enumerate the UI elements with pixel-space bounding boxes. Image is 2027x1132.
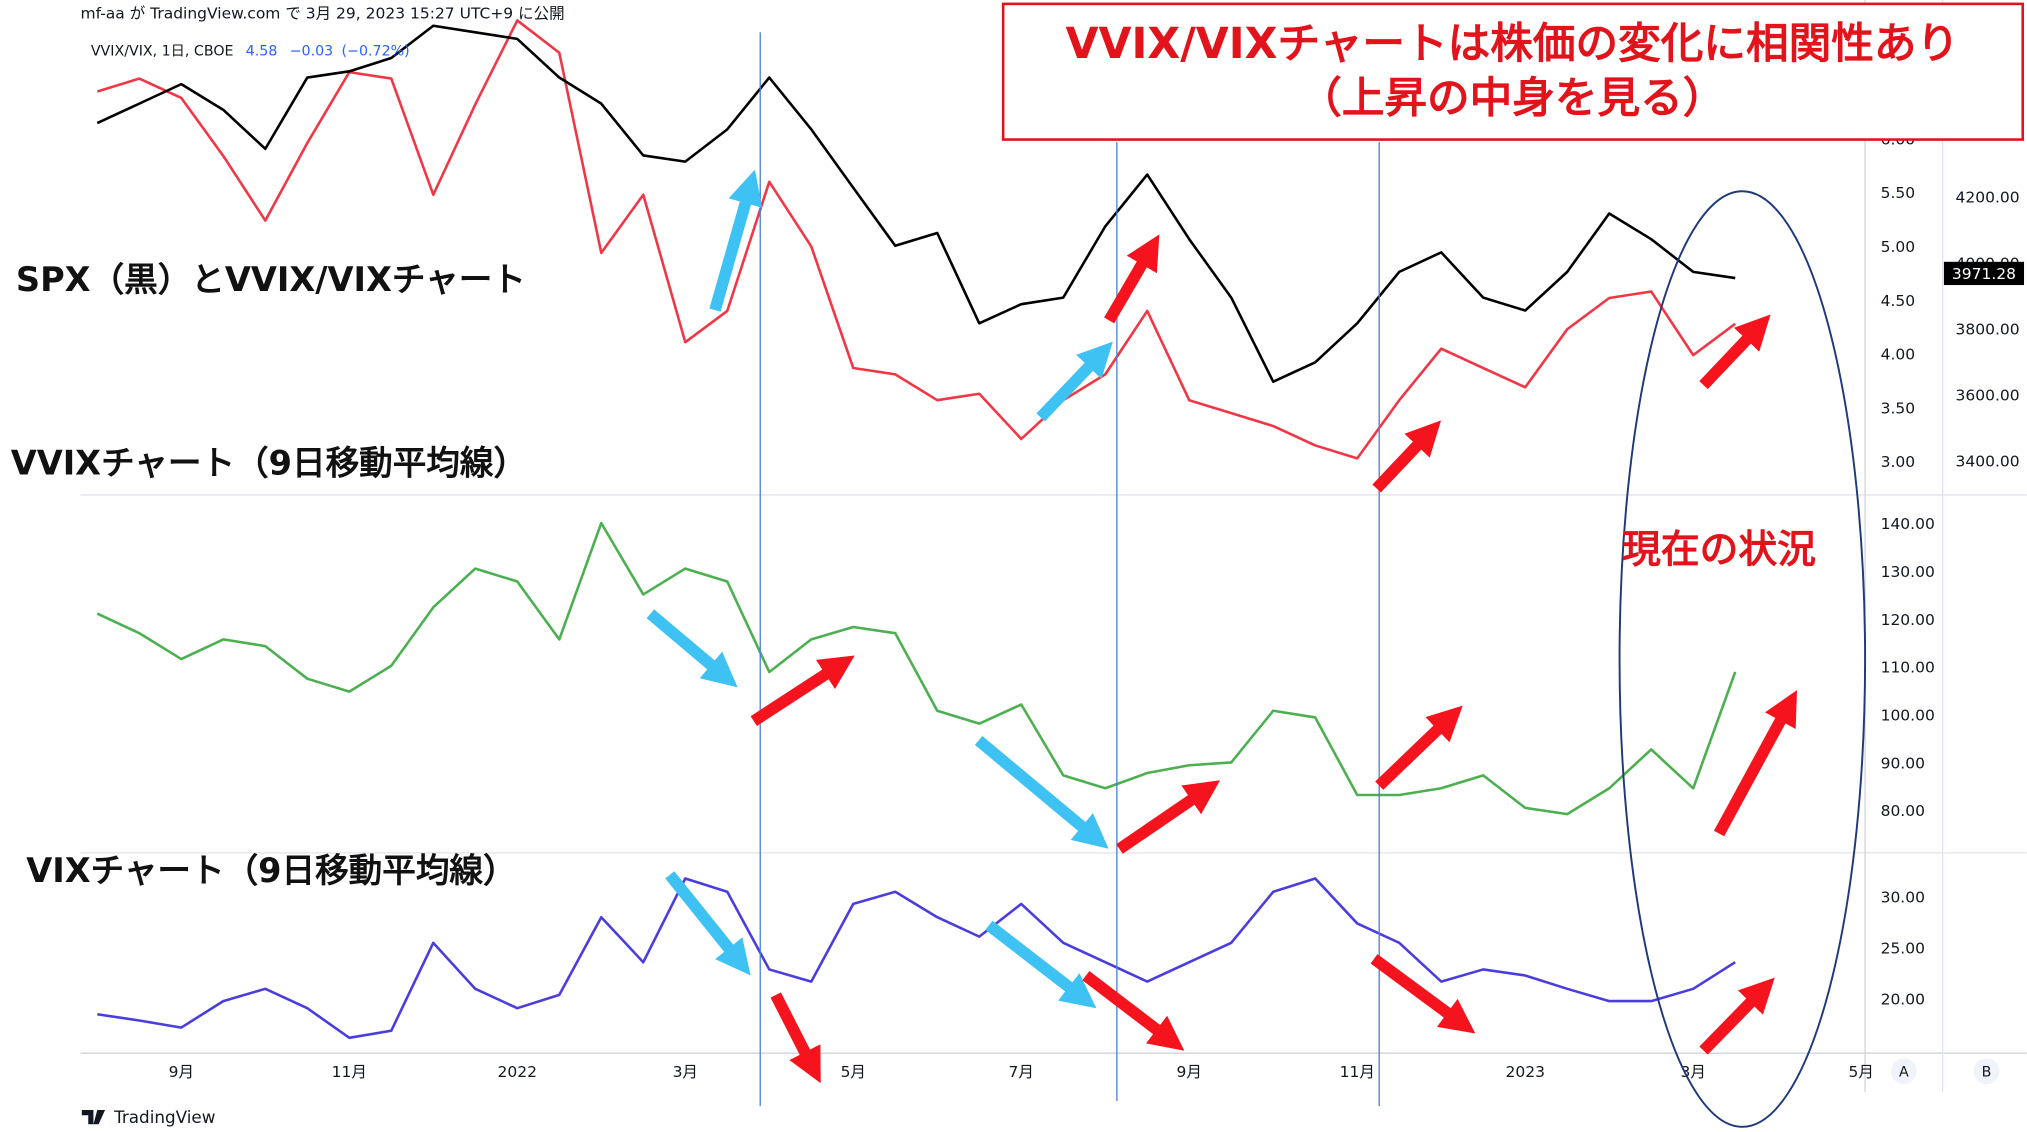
y-tick-label: 30.00 (1881, 888, 1925, 906)
arrow (1375, 705, 1463, 790)
y2-tick-label: 4200.00 (1956, 188, 2020, 206)
arrow (1713, 690, 1798, 837)
y-tick-label: 110.00 (1881, 659, 1935, 677)
x-tick-label: 3月 (673, 1063, 698, 1081)
scale-button-label[interactable]: B (1982, 1065, 1992, 1081)
arrow (1104, 234, 1160, 324)
y-tick-label: 3.50 (1881, 399, 1916, 417)
chart-title: VVIX/VIXチャートは株価の変化に相関性あり (1066, 19, 1960, 69)
arrow (1372, 420, 1442, 493)
plot-area: 9月 11月 2022 3月 5月 7月 9月 11月 2023 3月 5月3.003.504.00… (96, 19, 2025, 1081)
price-label-box (1943, 261, 2025, 286)
arrow (665, 871, 751, 976)
legend: VVIX/VIX, 1日, CBOE 4.58 −0.03 (−0.72%) (91, 44, 410, 60)
arrow (750, 655, 855, 726)
arrow (709, 169, 763, 312)
y-tick-label: 130.00 (1881, 563, 1935, 581)
arrow (1370, 954, 1476, 1034)
arrow (646, 609, 738, 688)
x-tick-label: 5月 (841, 1063, 866, 1081)
series-line (97, 877, 1736, 1040)
scale-button-label[interactable]: A (1899, 1065, 1909, 1081)
arrow (1116, 780, 1221, 854)
arrow (985, 920, 1097, 1009)
y-tick-label: 100.00 (1881, 707, 1935, 725)
panel-label: VVIXチャート（9日移動平均線） (11, 444, 527, 483)
price-label: 3971.28 (1952, 265, 2016, 283)
y2-tick-label: 3600.00 (1956, 386, 2020, 404)
y-tick-label: 5.00 (1881, 238, 1916, 256)
highlight-ellipse (1618, 190, 1867, 1128)
y-tick-label: 140.00 (1881, 515, 1935, 533)
y-tick-label: 5.50 (1881, 184, 1916, 202)
series-line (96, 521, 1737, 816)
x-tick-label: 7月 (1009, 1063, 1034, 1081)
y-tick-label: 120.00 (1881, 611, 1935, 629)
legend-last: 4.58 (246, 44, 278, 60)
legend-change: −0.03 (290, 44, 334, 60)
brand: TradingView (113, 1107, 216, 1127)
y2-tick-label: 3400.00 (1956, 452, 2020, 470)
chart-subtitle: （上昇の中身を見る） (1299, 73, 1725, 123)
x-tick-label: 5月 (1849, 1063, 1874, 1081)
scale-button[interactable] (1973, 1058, 2000, 1085)
series-line (96, 19, 1736, 460)
y-tick-label: 4.00 (1881, 346, 1916, 364)
arrow (1082, 971, 1185, 1051)
y-tick-label: 4.50 (1881, 292, 1916, 310)
arrow (1036, 341, 1113, 422)
panel-label: VIXチャート（9日移動平均線） (26, 851, 516, 890)
y-tick-label: 90.00 (1881, 754, 1925, 772)
annotation: 現在の状況 (1622, 527, 1816, 572)
x-tick-label: 11月 (332, 1063, 367, 1081)
arrow (1699, 314, 1771, 390)
x-tick-label: 9月 (1177, 1063, 1202, 1081)
arrows (646, 169, 1798, 1084)
y-tick-label: 20.00 (1881, 991, 1925, 1009)
scale-button[interactable] (1890, 1058, 1917, 1085)
arrow (1699, 977, 1775, 1055)
panel-label: SPX（黒）とVVIX/VIXチャート (16, 260, 526, 299)
y-tick-label: 80.00 (1881, 802, 1925, 820)
series-line (96, 24, 1736, 384)
logo (81, 1110, 106, 1125)
y-tick-label: 25.00 (1881, 939, 1925, 957)
arrow (974, 735, 1109, 849)
title-box (1001, 2, 2025, 141)
legend-change-pct: (−0.72%) (342, 44, 410, 60)
y2-tick-label: 3800.00 (1956, 320, 2020, 338)
x-tick-label: 2023 (1505, 1063, 1544, 1081)
legend-symbol: VVIX/VIX, 1日, CBOE (91, 44, 234, 60)
y-tick-label: 3.00 (1881, 453, 1916, 471)
x-tick-label: 11月 (1340, 1063, 1375, 1081)
x-tick-label: 2022 (498, 1063, 537, 1081)
x-tick-label: 9月 (169, 1063, 194, 1081)
published-note: mf-aa が TradingView.com で 3月 29, 2023 15… (81, 5, 565, 23)
arrow (770, 992, 821, 1084)
